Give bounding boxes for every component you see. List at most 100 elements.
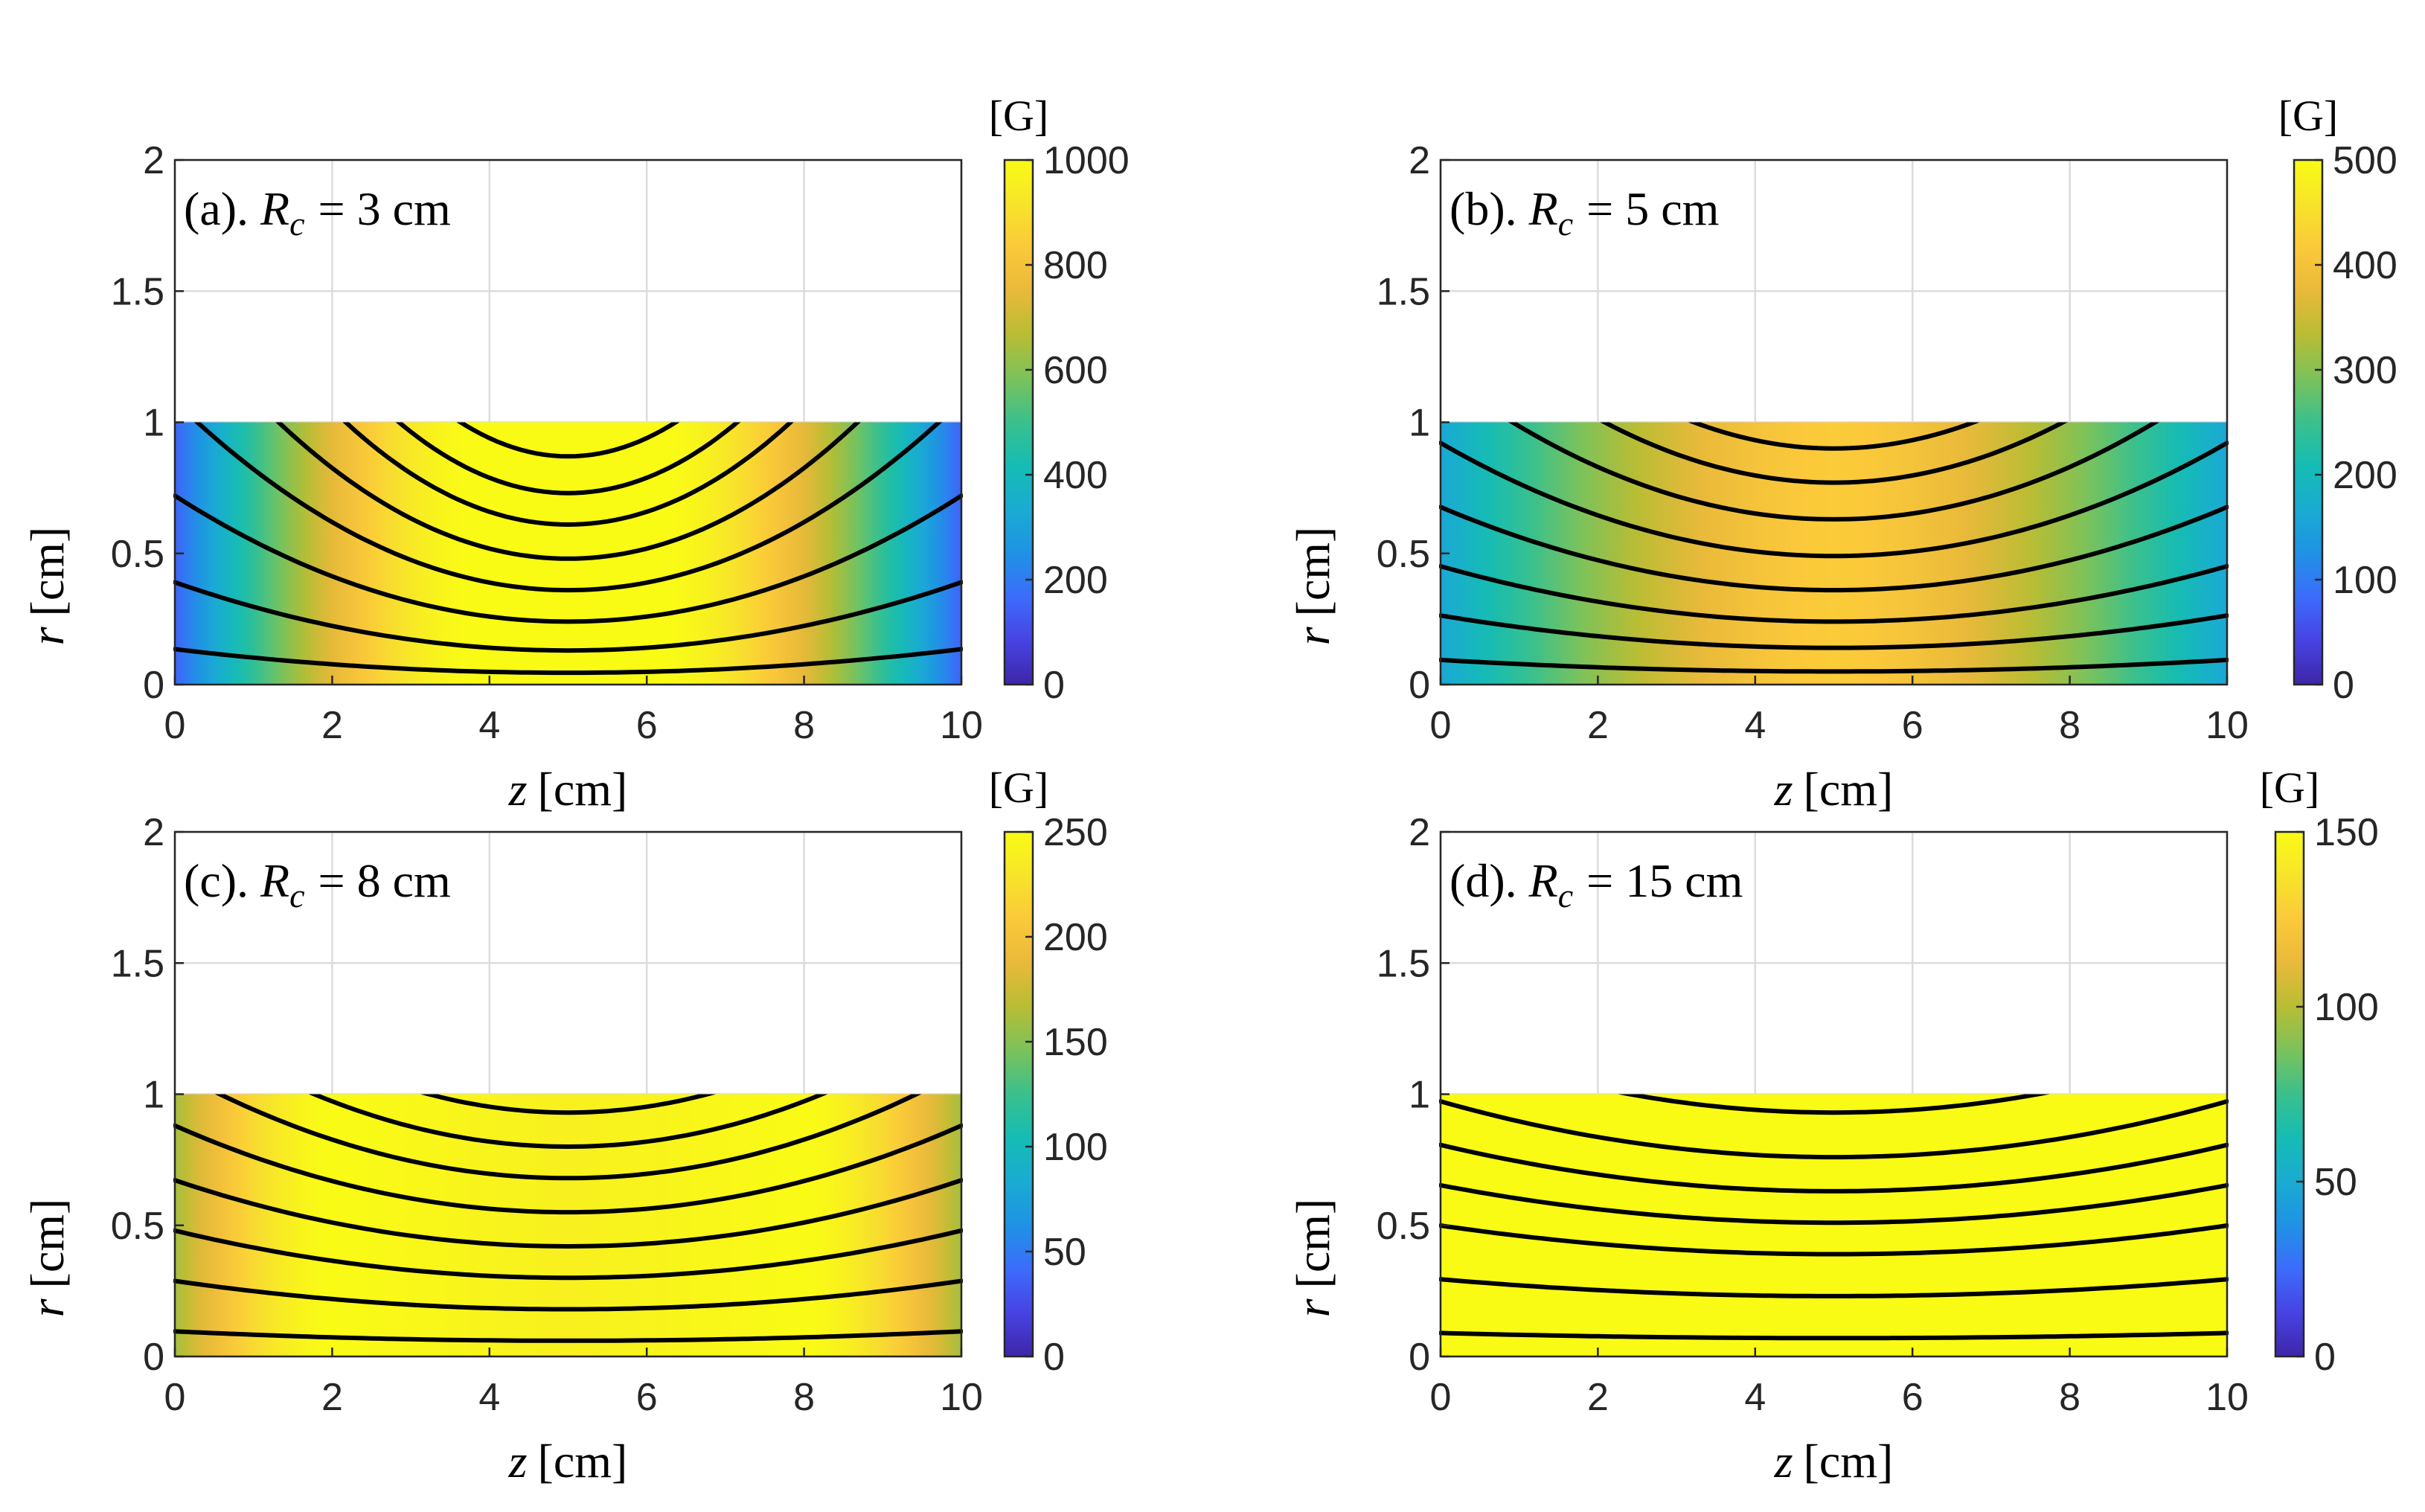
field-line xyxy=(1439,564,2229,624)
colorbar-tick-label: 200 xyxy=(2333,454,2397,497)
field-heatmap xyxy=(175,422,961,685)
colorbar-tick-label: 150 xyxy=(2314,811,2379,854)
field-line xyxy=(193,422,943,593)
x-axis-variable: z xyxy=(508,1435,528,1487)
field-line xyxy=(420,1094,717,1115)
y-axis-variable: r xyxy=(1287,626,1339,645)
x-tick-label: 0 xyxy=(164,704,186,747)
x-tick-label: 0 xyxy=(164,1376,186,1419)
panel-d: 0 2 4 6 8 1000.511.52z [cm]r[cm](d). Rc = 15 cm0… xyxy=(1287,763,2379,1487)
colorbar-tick-label: 0 xyxy=(1043,1336,1065,1379)
field-lines xyxy=(1439,422,2229,674)
colorbar-tick-label: 250 xyxy=(1043,811,1108,854)
x-tick-label: 2 xyxy=(321,704,343,747)
x-tick-label: 8 xyxy=(2059,1376,2080,1419)
y-tick-label: 2 xyxy=(1409,811,1430,854)
colorbar xyxy=(2293,158,2324,686)
x-axis-variable: z xyxy=(1774,1435,1793,1487)
field-line xyxy=(173,1123,963,1215)
field-line xyxy=(173,493,963,624)
x-tick-label: 10 xyxy=(2205,704,2249,747)
x-tick-label: 0 xyxy=(1430,1376,1452,1419)
field-line xyxy=(1439,1182,2229,1226)
x-tick-label: 8 xyxy=(793,704,815,747)
y-tick-label: 0 xyxy=(143,664,164,707)
x-tick-label: 4 xyxy=(478,1376,500,1419)
colorbar-tick-label: 800 xyxy=(1043,244,1108,287)
colorbar-tick-label: 50 xyxy=(2314,1161,2357,1204)
x-axis-label: z [cm] xyxy=(1774,1435,1894,1487)
panel-letter: (d). xyxy=(1449,854,1517,907)
param-symbol: R xyxy=(1528,854,1558,907)
field-lines xyxy=(173,422,963,676)
y-tick-label: 0.5 xyxy=(1377,533,1430,576)
param-value: = 15 cm xyxy=(1586,854,1743,907)
y-axis-label: r [cm] xyxy=(1287,1199,1339,1318)
x-axis-variable: z xyxy=(1774,763,1793,816)
colorbar-tick-label: 500 xyxy=(2333,139,2397,182)
colorbar-unit-label: [G] xyxy=(2278,92,2339,140)
x-tick-label: 0 xyxy=(1430,704,1452,747)
x-axis-unit: [cm] xyxy=(1804,763,1894,816)
colorbar xyxy=(1003,830,1034,1358)
y-tick-label: 1 xyxy=(1409,402,1430,445)
field-line xyxy=(1439,1330,2229,1341)
field-line xyxy=(1600,422,2068,485)
colorbar-tick-label: 100 xyxy=(1043,1126,1108,1169)
colorbar-tick-label: 400 xyxy=(1043,454,1108,497)
field-line xyxy=(173,1278,963,1312)
panel-letter: (c). xyxy=(184,854,249,907)
y-tick-label: 0.5 xyxy=(111,533,164,576)
y-axis-variable: r xyxy=(21,1298,74,1317)
field-line xyxy=(1439,657,2229,674)
param-subscript: c xyxy=(289,877,304,914)
field-line xyxy=(342,422,794,528)
x-tick-label: 8 xyxy=(2059,704,2080,747)
x-tick-label: 2 xyxy=(1587,1376,1609,1419)
colorbar-tick-label: 1000 xyxy=(1043,139,1130,182)
field-line xyxy=(173,647,963,676)
panel-letter: (a). xyxy=(184,182,249,235)
param-value: = 8 cm xyxy=(318,854,451,907)
colorbar-tick-label: 400 xyxy=(2333,244,2397,287)
param-subscript: c xyxy=(289,205,304,243)
param-value: = 5 cm xyxy=(1586,182,1719,235)
y-axis-unit: [cm] xyxy=(21,527,74,617)
y-tick-label: 0.5 xyxy=(1377,1205,1430,1248)
field-line xyxy=(456,422,680,459)
x-axis-label: z [cm] xyxy=(508,1435,628,1487)
param-symbol: R xyxy=(1528,182,1558,235)
field-line xyxy=(1688,422,1980,451)
field-heatmap xyxy=(1441,422,2227,685)
field-line xyxy=(308,1094,828,1150)
x-tick-label: 2 xyxy=(321,1376,343,1419)
y-axis-variable: r xyxy=(21,626,74,645)
param-value: = 3 cm xyxy=(318,182,451,235)
colorbar-tick-label: 150 xyxy=(1043,1021,1108,1064)
panel-c: 0 2 4 6 8 1000.511.52z [cm]r[cm](c). Rc = 8 cm05… xyxy=(21,763,1108,1487)
field-line xyxy=(275,422,861,561)
field-lines xyxy=(173,1094,963,1343)
y-tick-label: 1.5 xyxy=(1377,942,1430,985)
panel-label: (b). Rc = 5 cm xyxy=(1449,182,1719,243)
field-line xyxy=(1439,1223,2229,1257)
param-subscript: c xyxy=(1558,877,1573,914)
y-axis-unit: [cm] xyxy=(21,1199,74,1289)
colorbar-tick-label: 0 xyxy=(2333,664,2354,707)
param-symbol: R xyxy=(260,182,289,235)
x-tick-label: 4 xyxy=(1744,704,1766,747)
x-tick-label: 6 xyxy=(636,704,658,747)
field-line xyxy=(1439,504,2229,593)
field-heatmap xyxy=(175,1094,961,1356)
x-tick-label: 4 xyxy=(478,704,500,747)
param-symbol: R xyxy=(260,854,289,907)
panel-label: (d). Rc = 15 cm xyxy=(1449,854,1743,914)
x-axis-unit: [cm] xyxy=(538,763,628,816)
field-line xyxy=(395,422,741,496)
x-axis-label: z [cm] xyxy=(508,763,628,816)
field-line xyxy=(173,1329,963,1343)
y-tick-label: 1.5 xyxy=(111,942,164,985)
field-line xyxy=(1439,441,2229,559)
y-tick-label: 0 xyxy=(143,1336,164,1379)
